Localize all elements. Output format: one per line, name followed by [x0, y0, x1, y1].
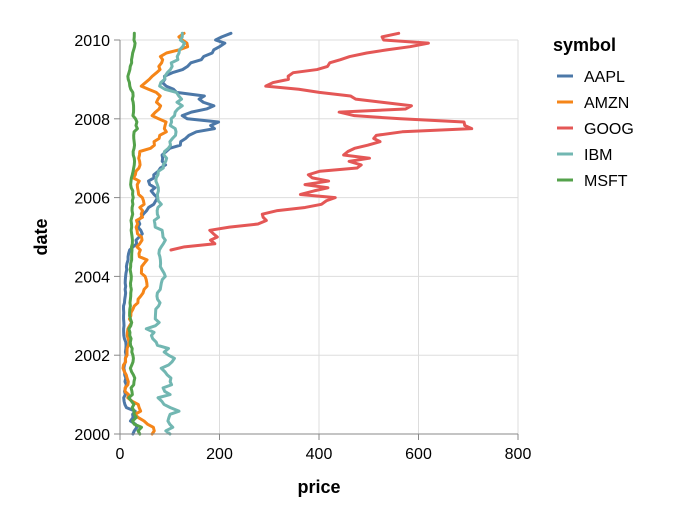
legend-label: AAPL	[584, 69, 625, 86]
legend-label: AMZN	[584, 95, 629, 112]
y-tick-label: 2006	[74, 191, 110, 208]
series-line-ibm	[144, 31, 187, 436]
y-tick-label: 2000	[74, 427, 110, 444]
series-line-amzn	[121, 31, 190, 436]
y-tick-label: 2008	[74, 112, 110, 129]
legend-label: GOOG	[584, 121, 634, 138]
legend-label: IBM	[584, 147, 612, 164]
legend-title: symbol	[553, 35, 616, 55]
legend-item-amzn: AMZN	[557, 95, 629, 112]
legend-items: AAPL AMZN GOOG IBM MSFT	[557, 69, 634, 190]
legend-item-ibm: IBM	[557, 147, 612, 164]
x-axis-title: price	[297, 477, 340, 497]
y-tick-label: 2004	[74, 269, 110, 286]
x-tick-label: 200	[206, 446, 233, 463]
x-tick-label: 400	[306, 446, 333, 463]
series-lines	[121, 31, 474, 436]
legend-item-msft: MSFT	[557, 173, 628, 190]
y-tick-label: 2002	[74, 348, 110, 365]
legend-item-aapl: AAPL	[557, 69, 625, 86]
x-tick-label: 0	[116, 446, 125, 463]
y-axis-title: date	[31, 218, 51, 255]
legend-label: MSFT	[584, 173, 628, 190]
x-tick-label: 600	[405, 446, 432, 463]
series-line-msft	[126, 31, 143, 436]
legend: symbol AAPL AMZN GOOG IBM MSFT	[553, 35, 634, 190]
x-tick-label: 800	[505, 446, 532, 463]
ticks: 0 200 400 600 800 2000 2002 2004 2006 2008 2010	[74, 33, 531, 463]
series-line-goog	[169, 31, 474, 252]
y-tick-label: 2010	[74, 33, 110, 50]
legend-item-goog: GOOG	[557, 121, 634, 138]
